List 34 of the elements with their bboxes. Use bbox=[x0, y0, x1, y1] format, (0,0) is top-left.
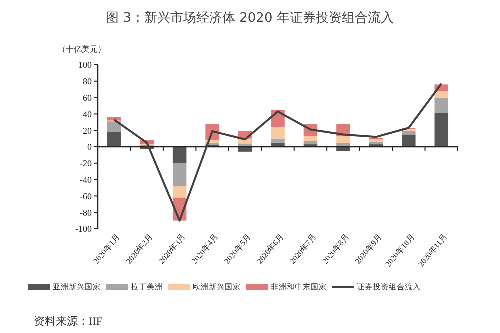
y-tick-label: 60 bbox=[83, 92, 92, 103]
bar bbox=[434, 91, 449, 98]
y-tick-label: 0 bbox=[88, 142, 92, 152]
y-tick-label: 20 bbox=[83, 126, 92, 136]
bar bbox=[238, 144, 252, 147]
bar bbox=[271, 127, 285, 139]
y-tick-label: -40 bbox=[80, 174, 92, 185]
bar bbox=[271, 138, 285, 143]
bar bbox=[172, 147, 187, 164]
bar bbox=[172, 163, 187, 186]
y-tick-label: 100 bbox=[78, 60, 92, 70]
bar bbox=[304, 141, 318, 145]
bar bbox=[434, 98, 449, 114]
bar bbox=[369, 140, 384, 142]
y-tick-label: -100 bbox=[76, 224, 92, 234]
bar bbox=[402, 131, 416, 135]
y-tick-label: 40 bbox=[83, 109, 92, 120]
y-tick-label: -20 bbox=[80, 158, 92, 169]
bar bbox=[304, 136, 318, 142]
bar bbox=[402, 134, 416, 147]
bar bbox=[107, 117, 122, 121]
text: 资料来源：IIF bbox=[34, 315, 102, 328]
y-tick-label: -80 bbox=[80, 208, 92, 218]
bar bbox=[107, 132, 122, 147]
bar bbox=[369, 142, 384, 145]
y-tick-label: 80 bbox=[83, 76, 92, 87]
bar bbox=[434, 113, 449, 147]
bar bbox=[172, 186, 187, 198]
bar bbox=[336, 136, 350, 143]
chart-title: 图 3：新兴市场经济体 2020 年证券投资组合流入 bbox=[106, 10, 394, 26]
y-tick-label: -60 bbox=[80, 191, 92, 202]
bar bbox=[238, 147, 252, 152]
line-series bbox=[113, 82, 443, 222]
y-axis-title: （十亿美元） bbox=[58, 45, 106, 54]
